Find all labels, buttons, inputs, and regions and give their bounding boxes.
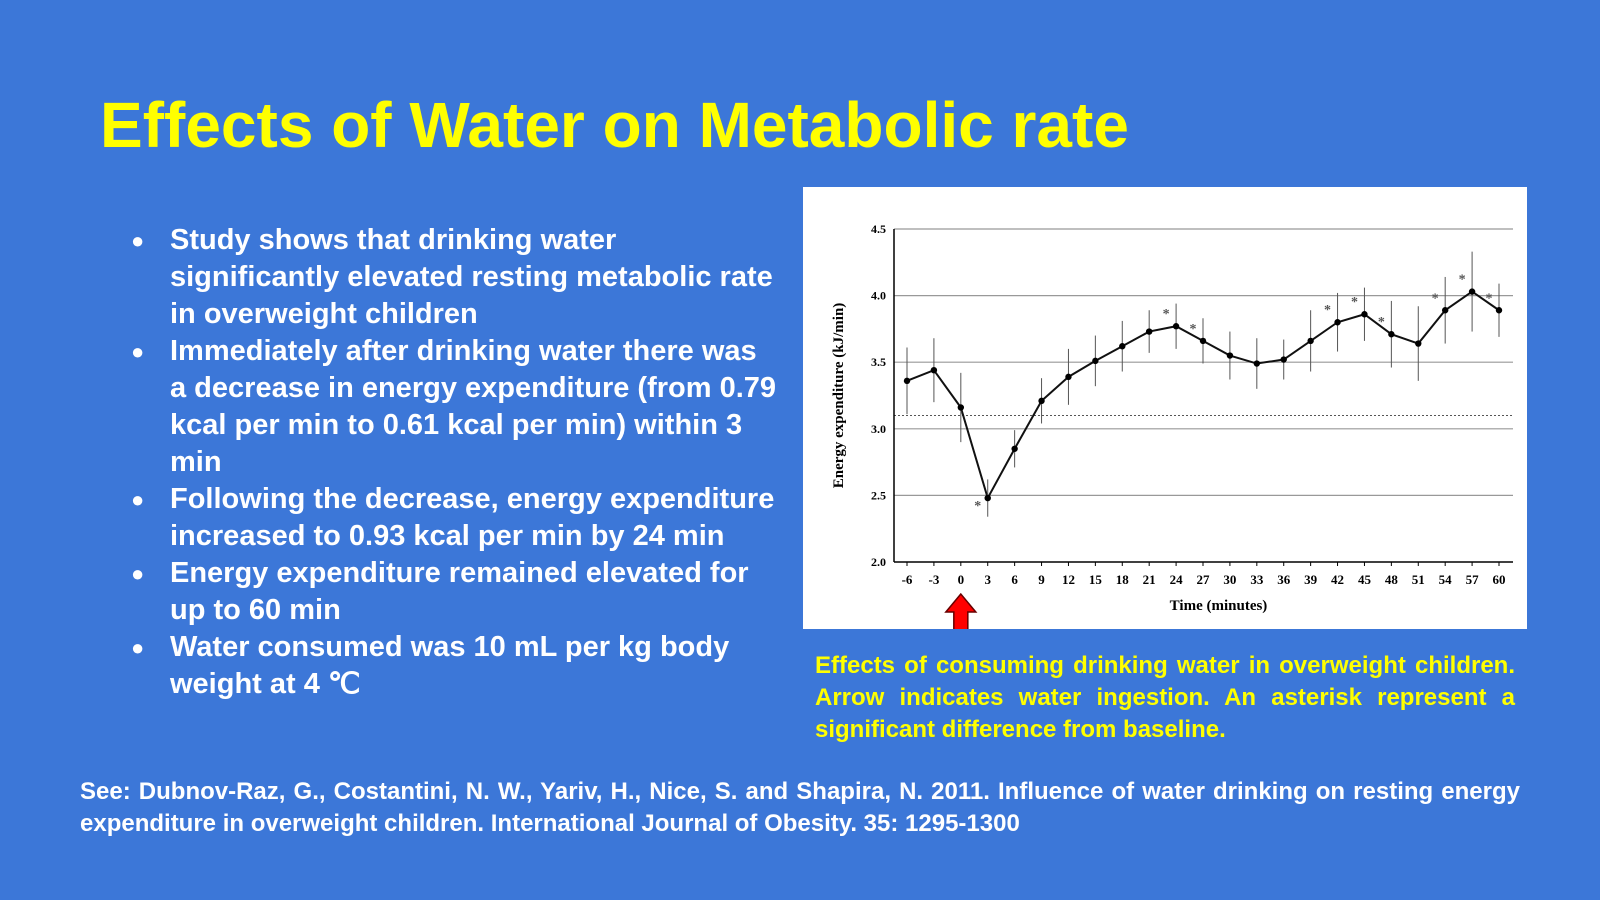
significance-asterisk: * [1432,291,1439,306]
data-point [1307,337,1314,345]
significance-asterisk: * [974,499,981,514]
x-tick-label: 3 [984,572,991,587]
data-point [1441,307,1449,314]
data-point [1119,343,1126,350]
data-point [1038,397,1045,405]
bullet-item: Energy expenditure remained elevated for… [128,555,778,629]
x-tick-label: 51 [1412,572,1425,587]
data-point [1065,373,1072,381]
y-tick-label: 3.0 [871,422,886,436]
x-tick-label: 30 [1223,572,1236,587]
y-tick-label: 4.0 [871,289,886,303]
data-point [957,404,965,411]
data-point [930,366,938,374]
chart-caption: Effects of consuming drinking water in o… [815,652,1515,743]
significance-asterisk: * [1459,273,1466,288]
x-tick-label: 45 [1358,572,1372,587]
data-point [1011,445,1018,452]
data-point [1415,340,1422,347]
y-tick-label: 3.5 [871,355,886,369]
y-axis-label: Energy expenditure (kJ/min) [831,303,847,489]
bullet-list: Study shows that drinking water signific… [128,222,778,703]
data-point [903,377,911,385]
data-point [1253,360,1261,367]
x-axis-label: Time (minutes) [1170,598,1268,614]
water-ingestion-arrow [944,592,978,631]
x-tick-label: 48 [1385,572,1399,587]
bullet-item: Following the decrease, energy expenditu… [128,481,778,555]
bullet-item: Immediately after drinking water there w… [128,333,778,481]
data-point [1468,288,1476,295]
significance-asterisk: * [1486,291,1493,306]
x-tick-label: -6 [902,572,913,587]
x-tick-label: 54 [1439,572,1453,587]
significance-asterisk: * [1324,303,1331,318]
data-point [984,494,991,502]
data-point [1280,356,1287,363]
bullet-item: Water consumed was 10 mL per kg body wei… [128,629,778,703]
data-point [1334,319,1341,326]
data-point [1361,311,1368,318]
x-tick-label: -3 [928,572,939,587]
x-tick-label: 39 [1304,572,1318,587]
bullet-item: Study shows that drinking water signific… [128,222,778,333]
x-tick-label: 36 [1277,572,1291,587]
x-tick-label: 24 [1170,572,1184,587]
y-tick-label: 2.5 [871,488,886,502]
data-point [1092,357,1099,365]
data-point [1172,323,1180,330]
x-tick-label: 18 [1116,572,1130,587]
data-point [1388,331,1395,338]
slide-title: Effects of Water on Metabolic rate [100,89,1129,161]
x-tick-label: 42 [1331,572,1344,587]
x-tick-label: 6 [1011,572,1018,587]
y-tick-label: 2.0 [871,555,886,569]
significance-asterisk: * [1163,307,1170,322]
significance-asterisk: * [1190,322,1197,337]
x-tick-label: 27 [1197,572,1211,587]
reference: See: Dubnov-Raz, G., Costantini, N. W., … [80,778,1520,837]
x-tick-label: 0 [958,572,965,587]
x-tick-label: 9 [1038,572,1045,587]
x-tick-label: 15 [1089,572,1103,587]
x-tick-label: 57 [1466,572,1480,587]
significance-asterisk: * [1378,315,1385,330]
x-tick-label: 33 [1250,572,1264,587]
significance-asterisk: * [1351,295,1358,310]
data-point [1145,328,1153,335]
x-tick-label: 12 [1062,572,1075,587]
data-point [1226,352,1234,359]
y-tick-label: 4.5 [871,222,886,236]
energy-chart: 2.02.53.03.54.04.5-6 -3 0 3 6 9 12 15 18 21 24 27 30… [831,222,1513,631]
data-point [1199,337,1207,345]
data-point [1495,307,1503,314]
chart-panel: 2.0 2.5 3.0 3.5 4.0 4.5 -6 -3 0 3 6 9 12 15 18 21 24 27 30… [803,187,1527,631]
x-tick-label: 60 [1493,572,1506,587]
x-tick-label: 21 [1143,572,1156,587]
